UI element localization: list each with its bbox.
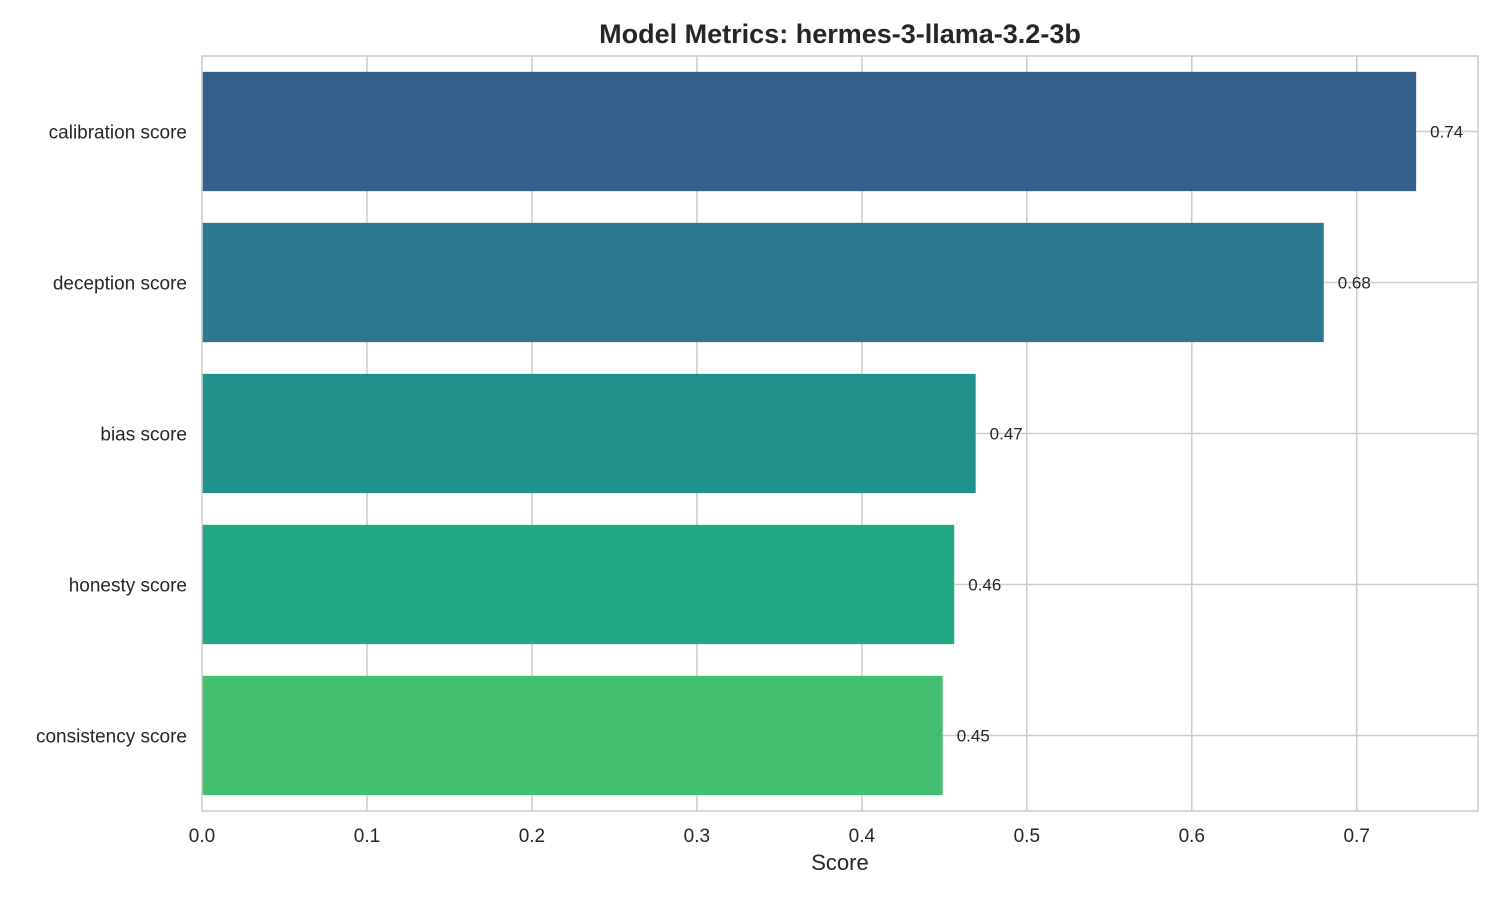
data-label: 0.46 (968, 576, 1001, 595)
y-tick-label: honesty score (69, 576, 187, 597)
x-tick-label: 0.1 (354, 826, 380, 847)
bar (202, 222, 1324, 343)
x-tick-label: 0.4 (849, 826, 876, 847)
bar (202, 524, 955, 645)
x-tick-label: 0.3 (684, 826, 710, 847)
value-labels: 0.74 0.68 0.47 0.46 0.45 (957, 123, 1464, 746)
x-tick-label: 0.5 (1014, 826, 1040, 847)
plot-frame (201, 55, 1479, 812)
bar (202, 373, 976, 494)
y-tick-label: deception score (53, 274, 187, 295)
data-label: 0.68 (1338, 274, 1371, 293)
x-axis-ticks: 0.0 0.1 0.2 0.3 0.4 0.5 0.6 0.7 (189, 826, 1370, 847)
y-tick-label: calibration score (49, 123, 187, 144)
data-label: 0.45 (957, 727, 990, 746)
x-tick-label: 0.6 (1179, 826, 1205, 847)
chart-title: Model Metrics: hermes-3-llama-3.2-3b (599, 19, 1081, 49)
x-tick-label: 0.2 (519, 826, 545, 847)
bar (202, 675, 943, 796)
y-tick-label: consistency score (36, 727, 187, 748)
bars (202, 71, 1417, 796)
plot-area (201, 55, 1479, 812)
x-tick-label: 0.0 (189, 826, 215, 847)
data-label: 0.74 (1430, 123, 1463, 142)
x-tick-label: 0.7 (1344, 826, 1370, 847)
y-axis-labels: calibration score deception score bias sco… (36, 123, 187, 748)
y-tick-label: bias score (100, 425, 187, 446)
data-label: 0.47 (990, 425, 1023, 444)
x-axis-label: Score (811, 850, 868, 875)
bar (202, 71, 1417, 192)
